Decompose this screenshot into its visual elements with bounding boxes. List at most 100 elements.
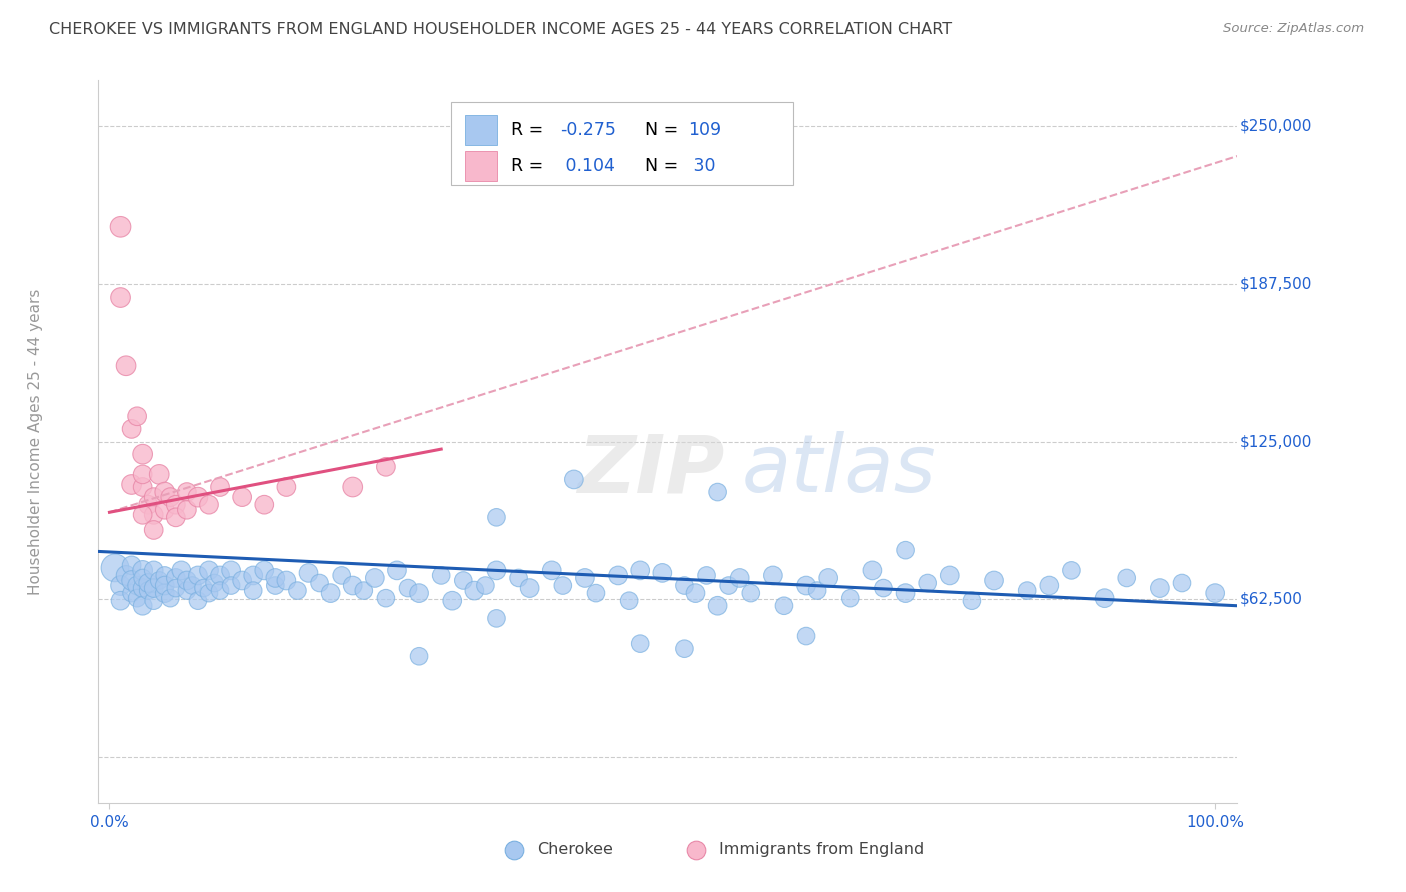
Point: [231, 490, 253, 504]
Point: [136, 576, 159, 591]
Point: [209, 480, 232, 494]
Point: [1038, 578, 1060, 592]
Point: [131, 508, 153, 522]
Point: [485, 510, 508, 524]
Point: [136, 498, 159, 512]
Point: [187, 568, 209, 582]
Point: [131, 599, 153, 613]
Point: [441, 593, 464, 607]
Point: [617, 593, 640, 607]
Text: R =: R =: [510, 157, 548, 175]
Point: [187, 593, 209, 607]
Point: [894, 586, 917, 600]
Point: [115, 568, 138, 582]
Point: [131, 480, 153, 494]
Point: [153, 578, 176, 592]
Point: [585, 586, 607, 600]
Point: [762, 568, 785, 582]
Point: [181, 578, 204, 592]
Point: [628, 563, 651, 577]
Point: [142, 508, 165, 522]
Point: [209, 583, 232, 598]
Point: [287, 583, 309, 598]
Point: [242, 568, 264, 582]
Text: N =: N =: [645, 157, 683, 175]
Point: [374, 591, 396, 606]
Point: [628, 637, 651, 651]
Point: [1017, 583, 1039, 598]
Point: [264, 578, 287, 592]
FancyBboxPatch shape: [451, 102, 793, 185]
Point: [127, 591, 149, 606]
Point: [110, 219, 132, 234]
Point: [131, 467, 153, 482]
Point: [308, 576, 330, 591]
Point: [110, 291, 132, 305]
Point: [651, 566, 673, 580]
Point: [127, 578, 149, 592]
Point: [408, 586, 430, 600]
Bar: [465, 151, 498, 181]
Bar: [465, 115, 498, 145]
Point: [385, 563, 408, 577]
Point: [198, 498, 221, 512]
Point: [319, 586, 342, 600]
Point: [127, 409, 149, 424]
Point: [193, 581, 215, 595]
Point: [607, 568, 630, 582]
Point: [939, 568, 962, 582]
Point: [679, 750, 702, 764]
Text: 109: 109: [689, 121, 721, 139]
Point: [502, 750, 524, 764]
Point: [148, 574, 170, 588]
Point: [396, 581, 419, 595]
Point: [794, 578, 817, 592]
Point: [1094, 591, 1116, 606]
Point: [740, 586, 762, 600]
Point: [104, 561, 127, 575]
Point: [219, 578, 242, 592]
Point: [121, 422, 143, 436]
Text: 100.0%: 100.0%: [1187, 815, 1244, 830]
Point: [198, 586, 221, 600]
Point: [430, 568, 453, 582]
Text: Source: ZipAtlas.com: Source: ZipAtlas.com: [1223, 22, 1364, 36]
Point: [136, 583, 159, 598]
Point: [253, 563, 276, 577]
Point: [485, 563, 508, 577]
Point: [176, 502, 198, 516]
Text: Cherokee: Cherokee: [537, 842, 613, 857]
Text: 0.104: 0.104: [560, 157, 614, 175]
Point: [231, 574, 253, 588]
Point: [121, 586, 143, 600]
Text: CHEROKEE VS IMMIGRANTS FROM ENGLAND HOUSEHOLDER INCOME AGES 25 - 44 YEARS CORREL: CHEROKEE VS IMMIGRANTS FROM ENGLAND HOUS…: [49, 22, 952, 37]
Point: [706, 485, 728, 500]
Point: [508, 571, 530, 585]
Point: [728, 571, 751, 585]
Point: [165, 498, 187, 512]
Point: [198, 563, 221, 577]
Text: $250,000: $250,000: [1240, 119, 1312, 133]
Point: [519, 581, 541, 595]
Text: 0.0%: 0.0%: [90, 815, 129, 830]
Text: ZIP: ZIP: [576, 432, 724, 509]
Point: [860, 563, 883, 577]
Point: [342, 578, 364, 592]
Point: [960, 593, 983, 607]
Point: [673, 578, 696, 592]
Point: [209, 568, 232, 582]
Point: [110, 593, 132, 607]
Point: [276, 480, 298, 494]
Point: [673, 641, 696, 656]
Point: [187, 490, 209, 504]
Point: [839, 591, 862, 606]
Point: [142, 523, 165, 537]
Point: [165, 581, 187, 595]
Text: R =: R =: [510, 121, 548, 139]
Text: $62,500: $62,500: [1240, 592, 1302, 607]
Point: [408, 649, 430, 664]
Point: [159, 591, 181, 606]
Point: [562, 472, 585, 486]
Point: [364, 571, 387, 585]
Text: -0.275: -0.275: [560, 121, 616, 139]
